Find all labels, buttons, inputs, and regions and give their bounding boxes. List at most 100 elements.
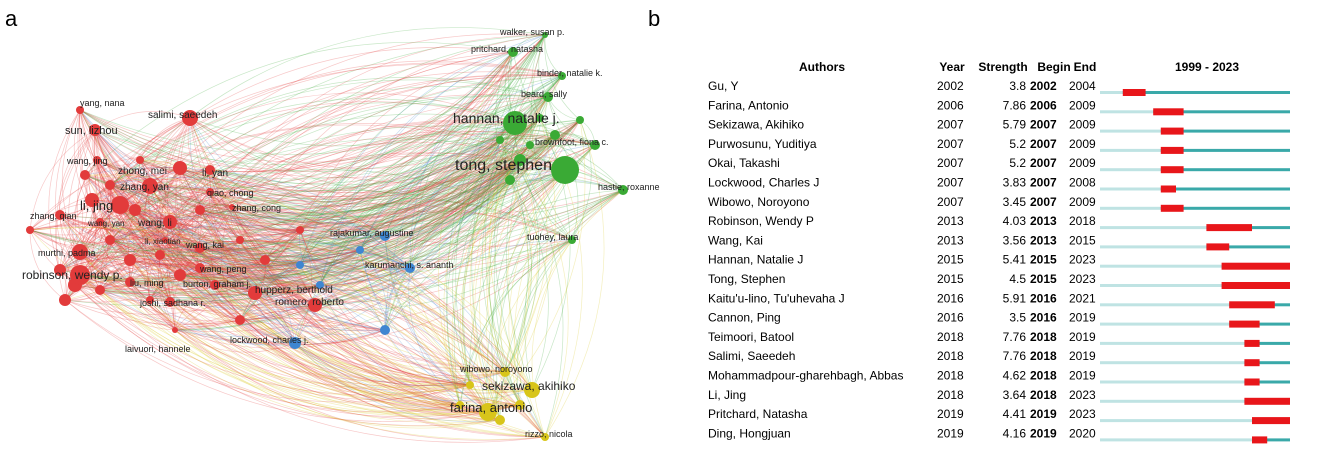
network-edge [59,210,386,271]
network-edge [199,209,301,266]
network-edge [169,221,216,286]
network-edge [359,249,501,421]
cell-strength: 7.76 [1003,349,1027,363]
network-edge [74,284,241,328]
node-yang-nana [76,106,84,114]
network-edge [96,204,121,291]
network-edge [109,184,506,373]
network-edge [314,51,514,306]
network-edge [209,169,501,421]
network-edge [109,71,563,241]
network-edge [74,274,181,294]
network-edge [96,119,581,203]
network-edge [109,77,549,186]
network-edge [409,51,514,269]
network-edge [314,179,511,306]
network-edge [499,130,556,141]
network-edge [109,239,171,303]
network-edge [79,274,546,443]
cell-author: Lockwood, Charles J [708,176,819,190]
network-edge [59,159,521,249]
network-edge [159,159,521,266]
network-edge [99,289,521,417]
network-edge [488,96,549,373]
cell-strength: 3.45 [1003,195,1027,209]
network-edge [359,249,471,386]
network-edge [514,122,573,241]
burst-bar [1244,339,1260,347]
network-node [456,401,464,409]
network-edge [314,96,549,306]
network-edge [79,264,301,299]
network-edge [384,235,501,421]
network-edge [91,199,386,331]
network-edge [79,134,556,286]
network-edge [179,274,546,438]
network-edge [91,186,411,269]
network-edge [99,167,181,291]
network-edge [119,186,211,206]
cell-year: 2007 [937,156,964,170]
network-edge [91,199,471,386]
network-edge [79,274,521,415]
network-edge [519,189,624,406]
node-wang-li [163,215,177,229]
network-edge [239,319,521,411]
timeline-base [1100,303,1230,307]
network-edge [134,195,233,211]
network-edge [189,117,566,195]
network-edge [239,117,541,242]
network-edge [29,229,111,246]
network-edge [107,184,131,261]
table-row: Teimoori, Batool 2018 7.76 2018 2019 [708,330,1290,347]
network-edge [79,221,171,276]
network-edge [199,122,596,211]
network-edge [231,119,581,219]
network-edge [231,117,541,215]
network-edge [109,184,501,421]
network-edge [91,199,151,301]
cell-end: 2023 [1069,388,1096,402]
network-edge [79,109,386,238]
network-edge [94,129,301,231]
network-edge [59,119,581,282]
network-edge [169,117,541,232]
label-rizzo-nicola: rizzo, nicola [525,429,573,439]
network-edge [179,167,386,331]
network-edge [94,129,521,200]
network-edge [99,221,216,286]
network-edge [179,179,511,283]
network-node [80,170,90,180]
network-edge [119,204,301,243]
network-edge [168,191,211,303]
network-edge [99,221,489,413]
network-edge [99,117,191,223]
network-edge [79,206,233,276]
network-node [316,281,324,289]
network-edge [187,117,211,193]
burst-bar [1244,378,1260,386]
network-edge [79,119,581,285]
network-edge [94,129,166,241]
network-edge [59,34,546,220]
cell-strength: 4.41 [1003,407,1027,421]
network-edge [469,239,573,386]
network-edge [179,167,386,240]
network-edge [264,259,321,286]
network-edge [164,239,216,286]
network-edge [91,199,176,331]
network-edge [84,144,531,217]
network-edge [231,34,546,208]
network-edge [209,191,411,270]
network-edge [199,119,581,271]
network-edge [491,119,581,421]
network-edge [239,119,581,321]
burst-bar [1122,89,1146,96]
network-edge [179,274,471,388]
label-zhang-qian: zhang, qian [30,211,77,221]
network-edge [119,204,573,281]
cell-author: Ding, Hongjuan [708,426,791,440]
network-edge [59,214,301,254]
network-edge [299,51,514,266]
network-edge [299,119,581,232]
